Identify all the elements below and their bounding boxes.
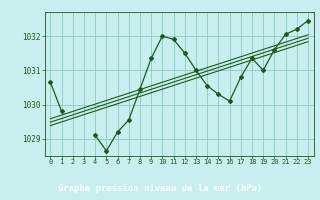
Text: Graphe pression niveau de la mer (hPa): Graphe pression niveau de la mer (hPa) [58,184,262,193]
